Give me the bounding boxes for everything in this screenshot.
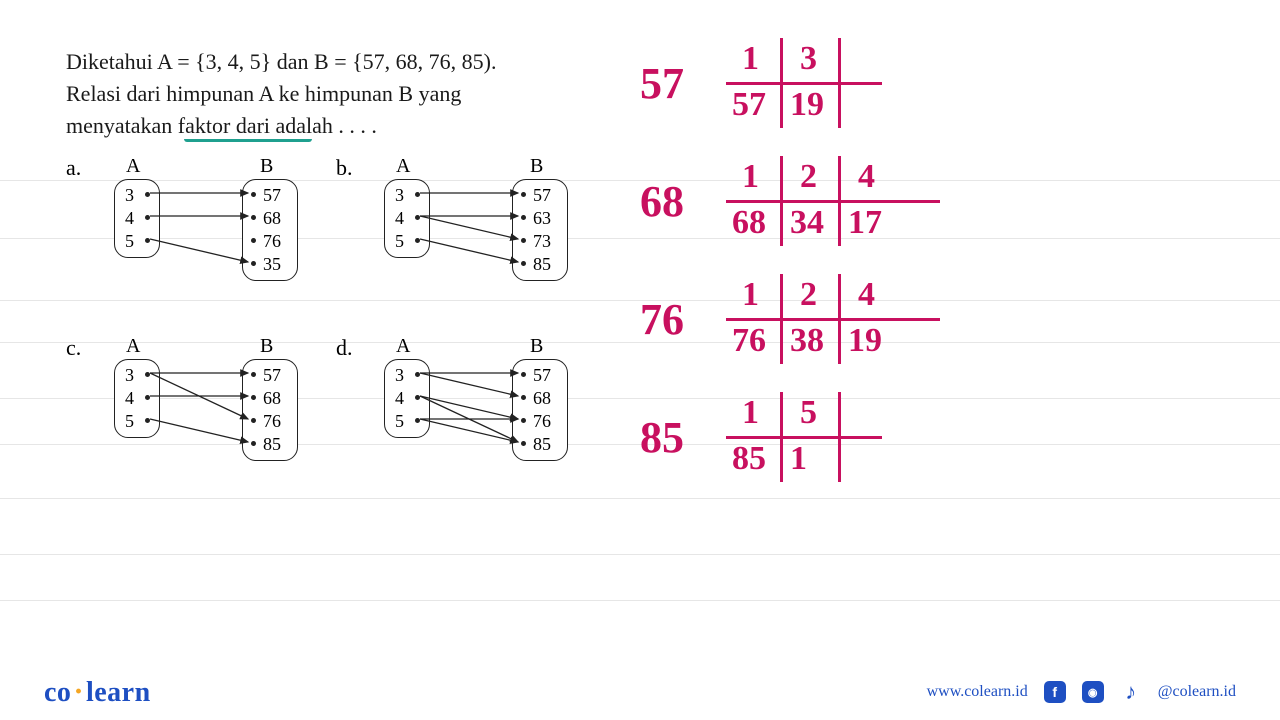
hw-hline [726, 318, 940, 321]
hw-hline [726, 200, 940, 203]
set-a-text: {3, 4, 5} [195, 49, 271, 74]
option-d[interactable]: d.AB34557687685 [336, 335, 596, 515]
text: menyatakan faktor dari adalah . . . . [66, 110, 596, 142]
hw-number: 68 [640, 176, 684, 227]
hw-factor-top: 1 [742, 158, 759, 196]
hw-factor-bot: 68 [732, 204, 766, 242]
mapping-arrows [66, 155, 326, 335]
logo-dot: · [71, 675, 86, 708]
footer-url[interactable]: www.colearn.id [927, 683, 1028, 701]
underline-annotation [184, 136, 312, 142]
set-b-text: {57, 68, 76, 85). [352, 49, 496, 74]
logo-co: co [44, 677, 71, 708]
hw-factor-top: 4 [858, 276, 875, 314]
mapping-arrows [336, 335, 596, 515]
text: Diketahui A = [66, 49, 195, 74]
hw-hline [726, 436, 882, 439]
hw-vline [780, 274, 783, 364]
hw-factor-bot: 85 [732, 440, 766, 478]
hw-factor-top: 2 [800, 158, 817, 196]
hw-number: 76 [640, 294, 684, 345]
hw-factor-top: 1 [742, 40, 759, 78]
hw-factor-bot: 1 [790, 440, 807, 478]
hw-factor-bot: 17 [848, 204, 882, 242]
mapping-arrows [66, 335, 326, 515]
hw-factor-top: 3 [800, 40, 817, 78]
footer-handle[interactable]: @colearn.id [1158, 683, 1236, 701]
hw-factor-top: 2 [800, 276, 817, 314]
hw-number: 85 [640, 412, 684, 463]
hw-factor-bot: 34 [790, 204, 824, 242]
brand-logo: co·learn [44, 675, 151, 709]
hw-factor-top: 4 [858, 158, 875, 196]
handwritten-work: 57 1 57 3 19 68 1 68 2 34 4 17 76 1 76 2 38 4 19 85 1 85 5 1 [640, 40, 1220, 600]
hw-vline [838, 392, 841, 482]
hw-factor-bot: 57 [732, 86, 766, 124]
hw-factor-bot: 19 [848, 322, 882, 360]
facebook-icon[interactable]: f [1044, 681, 1066, 703]
hw-factor-bot: 76 [732, 322, 766, 360]
hw-vline [780, 392, 783, 482]
hw-vline [780, 38, 783, 128]
hw-number: 57 [640, 58, 684, 109]
text: dan B = [271, 49, 352, 74]
option-b[interactable]: b.AB34557637385 [336, 155, 596, 335]
text: Relasi dari himpunan A ke himpunan B yan… [66, 78, 596, 110]
logo-learn: learn [86, 677, 151, 708]
hw-vline [838, 156, 841, 246]
option-a[interactable]: a.AB34557687635 [66, 155, 326, 335]
hw-vline [838, 38, 841, 128]
instagram-icon[interactable]: ◉ [1082, 681, 1104, 703]
hw-factor-bot: 38 [790, 322, 824, 360]
option-c[interactable]: c.AB34557687685 [66, 335, 326, 515]
hw-vline [838, 274, 841, 364]
hw-factor-top: 1 [742, 394, 759, 432]
problem-text: Diketahui A = {3, 4, 5} dan B = {57, 68,… [66, 46, 596, 142]
mapping-arrows [336, 155, 596, 335]
hw-hline [726, 82, 882, 85]
hw-vline [780, 156, 783, 246]
tiktok-icon[interactable]: ♪ [1120, 681, 1142, 703]
hw-factor-bot: 19 [790, 86, 824, 124]
hw-factor-top: 1 [742, 276, 759, 314]
footer: co·learn www.colearn.id f ◉ ♪ @colearn.i… [0, 664, 1280, 720]
hw-factor-top: 5 [800, 394, 817, 432]
